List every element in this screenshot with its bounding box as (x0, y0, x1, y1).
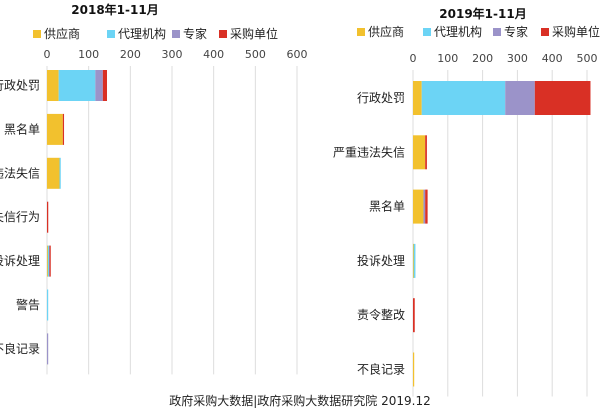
source-footer: 政府采购大数据|政府采购大数据研究院 2019.12 (169, 394, 431, 408)
chart1-category-label-2: 黑名单 (4, 121, 40, 136)
chart1-category-label-5: 投诉处理 (0, 253, 40, 268)
chart2-bar-4-1 (413, 243, 415, 278)
chart1-legend-swatch-4 (219, 30, 227, 38)
chart1-tick-label-0: 0 (44, 48, 51, 61)
chart1-tick-label-4: 400 (203, 48, 224, 61)
chart1-tick-label-6: 600 (287, 48, 308, 61)
chart1-category-label-3: 严重违法失信 (0, 165, 40, 180)
chart2-bar-2-1 (413, 135, 426, 170)
chart2-legend-swatch-1 (357, 28, 365, 36)
chart2-bar-1-2 (421, 81, 506, 115)
chart2-title: 2019年1-11月 (439, 6, 526, 21)
chart1-bar-5-2 (47, 245, 50, 277)
chart2-category-label-4: 投诉处理 (357, 253, 405, 268)
chart2-bar-1-1 (413, 81, 422, 115)
chart2-legend-swatch-4 (541, 28, 549, 36)
chart1-category-label-1: 行政处罚 (0, 79, 40, 93)
chart2-legend-swatch-3 (493, 28, 501, 36)
chart2-tick-label-4: 400 (542, 52, 563, 65)
chart1-legend-label-3: 专家 (183, 26, 207, 41)
chart1-bar-2-1 (47, 113, 63, 145)
chart1-bar-1-2 (58, 70, 96, 101)
chart2-tick-label-2: 200 (472, 52, 493, 65)
chart1-legend-label-4: 采购单位 (230, 26, 278, 41)
chart1-bar-1-3 (95, 70, 103, 101)
chart1-bar-4-4 (47, 201, 49, 233)
chart1-legend-swatch-2 (107, 30, 115, 38)
chart1-bar-1-4 (102, 70, 107, 101)
chart2-category-label-1: 行政处罚 (357, 91, 405, 105)
chart2-legend-swatch-2 (423, 28, 431, 36)
chart1-title: 2018年1-11月 (71, 2, 158, 17)
chart2-bar-6-1 (413, 352, 415, 387)
chart1-legend-label-1: 供应商 (44, 26, 80, 41)
chart2-bar-3-4 (425, 189, 428, 224)
chart2-tick-label-3: 300 (507, 52, 528, 65)
chart1-bar-5-4 (49, 245, 51, 277)
chart1-legend-label-2: 代理机构 (118, 26, 166, 41)
chart1-bar-5-1 (47, 245, 49, 277)
chart1-tick-label-3: 300 (162, 48, 183, 61)
chart2-category-label-5: 责令整改 (357, 307, 405, 322)
chart1-bar-3-1 (47, 157, 60, 189)
chart2-bar-2-4 (425, 135, 427, 170)
chart2-bar-3-1 (413, 189, 424, 224)
chart2-legend-label-3: 专家 (504, 24, 528, 39)
chart1-bar-7-3 (47, 333, 49, 365)
chart1-legend-swatch-1 (33, 30, 41, 38)
chart1-category-label-6: 警告 (16, 297, 40, 312)
chart2-legend-label-4: 采购单位 (552, 24, 600, 39)
chart1-tick-label-2: 200 (120, 48, 141, 61)
chart1-legend-swatch-3 (172, 30, 180, 38)
chart1-bar-2-4 (62, 113, 65, 145)
chart2-tick-label-0: 0 (410, 52, 417, 65)
chart2-bar-1-3 (505, 81, 535, 115)
chart2-category-label-6: 不良记录 (357, 362, 405, 377)
chart2-bar-3-3 (423, 189, 426, 224)
chart1-tick-label-1: 100 (78, 48, 99, 61)
chart1-category-label-4: 失信行为 (0, 209, 40, 224)
chart1-bar-3-2 (59, 157, 61, 189)
chart2-tick-label-5: 500 (577, 52, 598, 65)
chart1-bar-1-1 (47, 70, 59, 101)
chart1-category-label-7: 不良记录 (0, 341, 40, 356)
chart1-bar-6-2 (47, 289, 49, 321)
chart1-tick-label-5: 500 (245, 48, 266, 61)
chart2-bar-5-4 (413, 298, 415, 333)
chart2-bar-4-2 (413, 243, 416, 278)
chart2-category-label-2: 严重违法失信 (333, 144, 405, 159)
chart2-category-label-3: 黑名单 (369, 199, 405, 214)
chart2-legend-label-2: 代理机构 (434, 24, 482, 39)
chart2-legend-label-1: 供应商 (368, 24, 404, 39)
chart2-bar-1-4 (534, 81, 591, 115)
chart2-tick-label-1: 100 (437, 52, 458, 65)
